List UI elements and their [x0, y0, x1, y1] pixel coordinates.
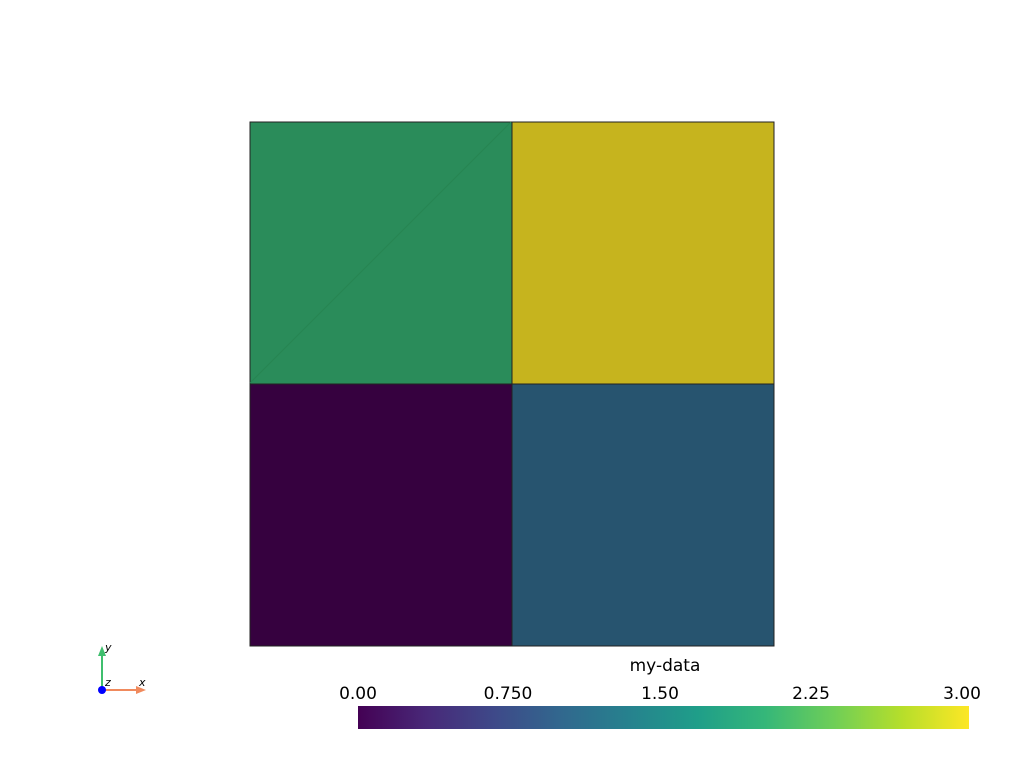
mesh-cell	[511, 383, 775, 647]
colorbar-tick: 3.00	[943, 684, 981, 704]
axis-label-z: z	[105, 676, 111, 689]
mesh-cell	[511, 121, 775, 385]
colorbar-tick: 0.750	[483, 684, 533, 704]
triangle-edge	[249, 121, 512, 384]
axis-label-x: x	[139, 676, 146, 689]
colorbar-title: my-data	[629, 656, 701, 676]
colorbar	[358, 706, 969, 729]
colorbar-tick: 1.50	[641, 684, 679, 704]
mesh-cell	[249, 121, 513, 385]
colorbar-tick: 2.25	[792, 684, 830, 704]
x-arrowhead-icon	[136, 686, 146, 694]
axes-widget	[98, 646, 146, 694]
mesh-cell	[249, 383, 513, 647]
axis-label-y: y	[105, 641, 112, 654]
colorbar-tick: 0.00	[339, 684, 377, 704]
z-axis-dot	[98, 686, 106, 694]
y-arrowhead-icon	[98, 646, 106, 656]
